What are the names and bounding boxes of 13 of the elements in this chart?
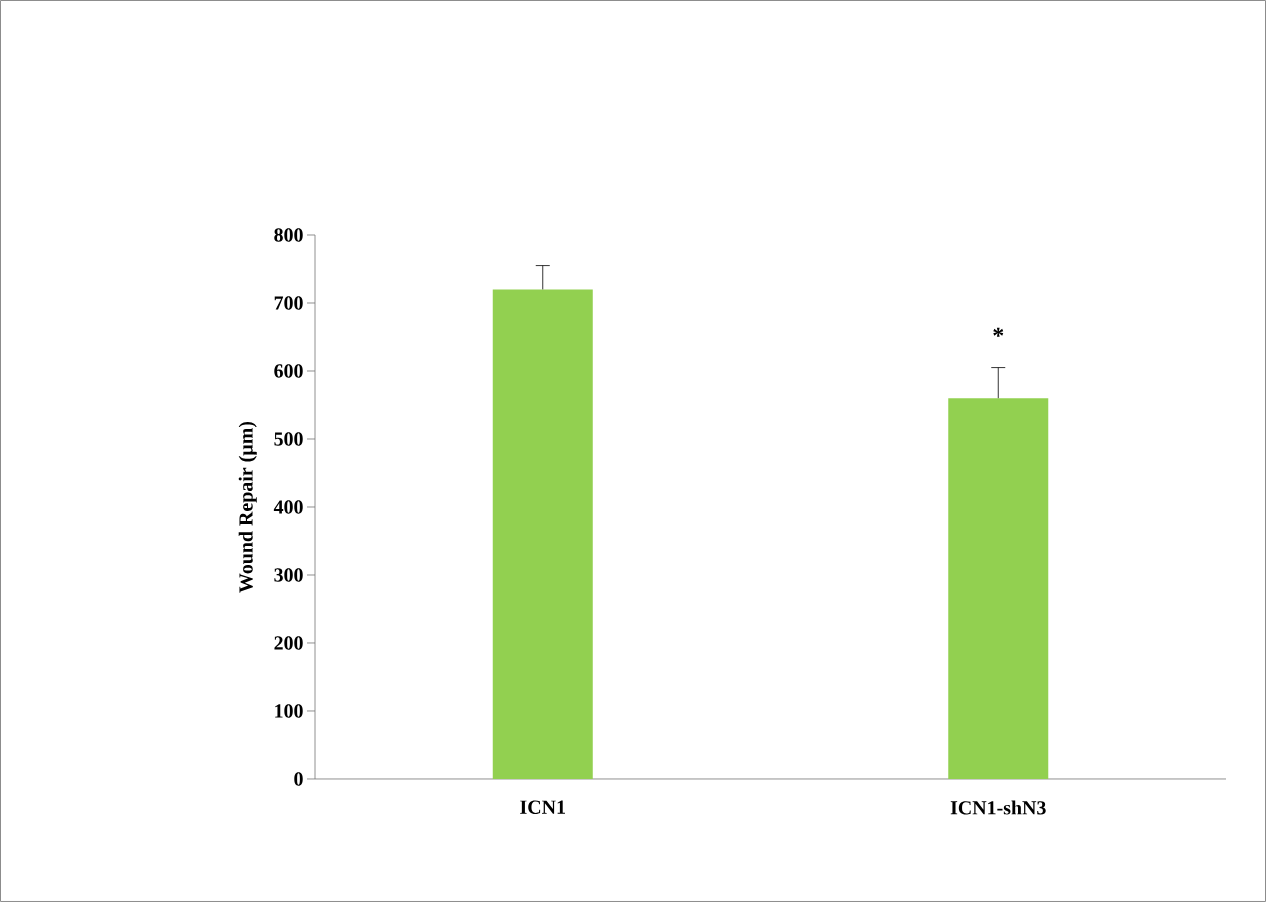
x-tick-label: ICN1	[520, 800, 565, 814]
y-tick-label: 600	[274, 364, 303, 378]
annotation: *	[993, 327, 1004, 337]
y-tick-label: 100	[275, 704, 303, 718]
y-axis-title: Wound Repair (µm)	[238, 421, 257, 593]
y-tick-label: 700	[274, 296, 303, 310]
y-tick-label: 800	[274, 228, 303, 242]
y-tick-label: 500	[274, 432, 303, 446]
y-tick-label: 200	[274, 636, 303, 650]
y-tick-label: 300	[274, 568, 303, 582]
y-tick-label: 0	[294, 772, 303, 786]
x-tick-label: ICN1-shN3	[950, 800, 1046, 815]
y-tick-label: 400	[273, 500, 303, 514]
